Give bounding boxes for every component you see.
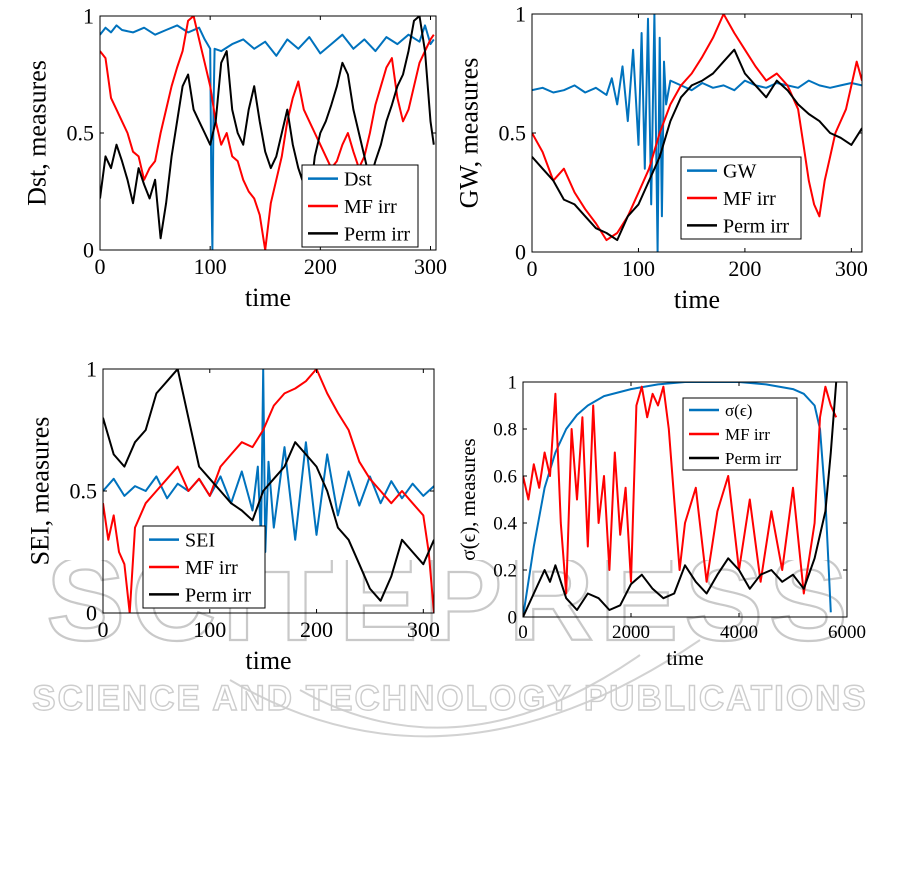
series-line-perm-irr [523, 382, 838, 617]
y-tick-label: 1 [86, 357, 97, 382]
legend-label: MF irr [344, 196, 397, 218]
legend-label: Perm irr [725, 449, 782, 468]
legend-label: SEI [185, 530, 215, 552]
legend-label: Perm irr [185, 584, 251, 606]
y-tick-label: 1 [515, 2, 526, 27]
x-tick-label: 300 [835, 256, 868, 281]
legend-label: σ(ϵ) [725, 401, 752, 420]
series-line-mf-irr [100, 16, 435, 250]
y-tick-label: 0.4 [493, 514, 517, 535]
series-line-mf-irr [532, 14, 862, 242]
y-tick-label: 0.5 [499, 121, 527, 146]
y-tick-label: 0 [83, 238, 94, 263]
x-tick-label: 0 [98, 617, 109, 642]
y-tick-label: 0 [515, 240, 526, 265]
legend-label: MF irr [725, 425, 770, 444]
x-tick-label: 0 [518, 622, 528, 643]
y-tick-label: 0.2 [493, 561, 517, 582]
y-tick-label: 0.5 [70, 479, 98, 504]
y-axis-label: Dst, measures [23, 60, 52, 206]
chart-1: 0 100 200 300 0 0.5 1 time Dst, measures Dst MF ir… [23, 4, 447, 312]
x-tick-label: 4000 [720, 622, 758, 643]
x-axis-label: time [674, 285, 720, 314]
legend-label: Perm irr [723, 215, 789, 237]
y-tick-label: 0 [86, 601, 97, 626]
x-axis-label: time [245, 283, 291, 312]
x-tick-label: 0 [527, 256, 538, 281]
y-tick-label: 0.5 [67, 121, 95, 146]
x-tick-label: 300 [414, 254, 447, 279]
y-tick-label: 1 [508, 373, 518, 394]
x-axis-label: time [245, 646, 291, 675]
y-tick-label: 1 [83, 4, 94, 29]
legend-label: MF irr [185, 557, 238, 579]
y-tick-label: 0.6 [493, 467, 517, 488]
x-tick-label: 100 [194, 254, 227, 279]
chart-2: 0 100 200 300 0 0.5 1 time GW, measures GW MF irr P… [455, 2, 868, 314]
chart-3: 0 100 200 300 0 0.5 1 time SEI, measures SEI MF ir… [26, 357, 440, 675]
legend-label: Perm irr [344, 223, 410, 245]
x-tick-label: 0 [95, 254, 106, 279]
series-line-mf-irr [523, 385, 838, 595]
x-tick-label: 200 [300, 617, 333, 642]
series-line-perm-irr [100, 16, 435, 240]
series-line-perm-irr [532, 48, 862, 242]
x-tick-label: 100 [622, 256, 655, 281]
y-tick-label: 0 [508, 608, 518, 629]
plot-frame [522, 381, 848, 618]
series-line-sei [103, 369, 434, 553]
x-axis-label: time [666, 646, 703, 670]
x-tick-label: 200 [304, 254, 337, 279]
chart-4: 0 2000 4000 6000 0 0.2 0.4 0.6 0.8 1 time σ(ϵ), mea… [456, 373, 866, 670]
x-tick-label: 2000 [612, 622, 650, 643]
legend-label: Dst [344, 169, 372, 191]
x-tick-label: 200 [728, 256, 761, 281]
y-axis-label: SEI, measures [26, 417, 55, 566]
x-tick-label: 300 [407, 617, 440, 642]
y-tick-label: 0.8 [493, 420, 517, 441]
series-line-mf-irr [103, 369, 434, 613]
y-axis-label: σ(ϵ), measures [456, 438, 480, 560]
series-line-perm-irr [103, 369, 434, 602]
legend-label: GW [723, 161, 756, 183]
legend-label: MF irr [723, 188, 776, 210]
y-axis-label: GW, measures [455, 58, 484, 209]
x-tick-label: 6000 [828, 622, 866, 643]
series-line-dst [100, 24, 435, 250]
x-tick-label: 100 [193, 617, 226, 642]
